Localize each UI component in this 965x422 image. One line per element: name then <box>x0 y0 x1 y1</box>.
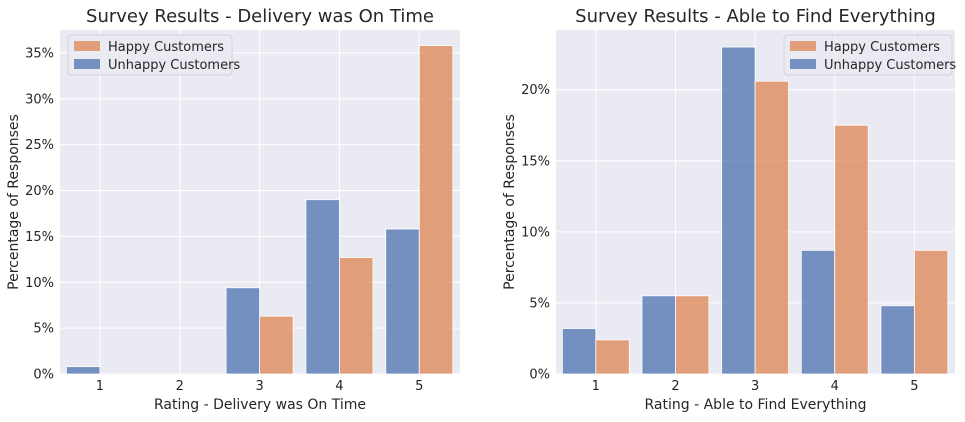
x-tick-label: 2 <box>176 379 184 394</box>
legend-swatch <box>74 41 100 51</box>
bar-unhappy-3 <box>225 287 261 375</box>
y-tick-label: 5% <box>529 296 550 311</box>
bar-unhappy-5 <box>385 228 420 375</box>
legend-label: Unhappy Customers <box>824 58 956 73</box>
legend-frame <box>783 34 953 76</box>
y-tick-label: 5% <box>33 322 54 337</box>
legend-label: Unhappy Customers <box>108 58 240 73</box>
y-tick-label: 35% <box>25 46 54 61</box>
bar-happy-1 <box>595 339 630 375</box>
y-tick-label: 15% <box>25 230 54 245</box>
y-axis-label: Percentage of Responses <box>6 114 22 290</box>
y-tick-label: 20% <box>25 184 54 199</box>
bar-unhappy-2 <box>641 295 676 375</box>
bar-happy-4 <box>339 257 374 375</box>
y-tick-label: 10% <box>521 225 550 240</box>
x-axis-label: Rating - Able to Find Everything <box>645 397 867 413</box>
legend: Happy Customers Unhappy Customers <box>67 34 240 76</box>
legend-label: Happy Customers <box>108 40 224 55</box>
x-tick-label: 4 <box>831 379 839 394</box>
y-tick-label: 25% <box>25 138 54 153</box>
x-tick-label: 2 <box>671 379 679 394</box>
legend: Happy Customers Unhappy Customers <box>783 34 956 76</box>
bar-happy-5 <box>913 249 949 375</box>
legend-label: Happy Customers <box>824 40 940 55</box>
bar-unhappy-5 <box>880 305 915 375</box>
bar-happy-5 <box>418 45 454 375</box>
bar-unhappy-3 <box>721 46 756 375</box>
y-tick-label: 10% <box>25 276 54 291</box>
x-tick-label: 1 <box>96 379 104 394</box>
x-tick-label: 5 <box>415 379 423 394</box>
y-tick-label: 20% <box>521 83 550 98</box>
y-tick-label: 15% <box>521 154 550 169</box>
x-axis-label: Rating - Delivery was On Time <box>154 397 366 413</box>
y-tick-label: 30% <box>25 92 54 107</box>
bar-happy-2 <box>675 295 710 375</box>
bar-happy-3 <box>754 80 789 375</box>
legend-frame <box>67 34 233 76</box>
legend-swatch <box>74 59 100 69</box>
bar-unhappy-4 <box>305 199 340 375</box>
legend-swatch <box>790 59 816 69</box>
bar-unhappy-1 <box>65 366 101 375</box>
legend-swatch <box>790 41 816 51</box>
bar-unhappy-1 <box>561 328 597 375</box>
y-tick-label: 0% <box>529 368 550 383</box>
chart-panel-2: 0% 5% 10% 15% 20% 1 2 3 4 5 Survey Results - Able … <box>502 6 956 413</box>
y-axis-label: Percentage of Responses <box>502 114 518 290</box>
x-tick-label: 1 <box>592 379 600 394</box>
chart-title: Survey Results - Delivery was On Time <box>86 6 434 27</box>
x-tick-label: 4 <box>335 379 343 394</box>
x-tick-label: 3 <box>751 379 759 394</box>
bar-unhappy-4 <box>800 249 836 375</box>
x-tick-label: 3 <box>255 379 263 394</box>
chart-title: Survey Results - Able to Find Everything <box>575 6 936 27</box>
bar-happy-3 <box>259 315 294 375</box>
x-tick-label: 5 <box>910 379 918 394</box>
chart-panel-1: 0% 5% 10% 15% 20% 25% 30% 35% 1 2 3 4 5 Survey Result… <box>6 6 460 413</box>
bar-happy-4 <box>834 124 869 375</box>
y-tick-label: 0% <box>33 368 54 383</box>
